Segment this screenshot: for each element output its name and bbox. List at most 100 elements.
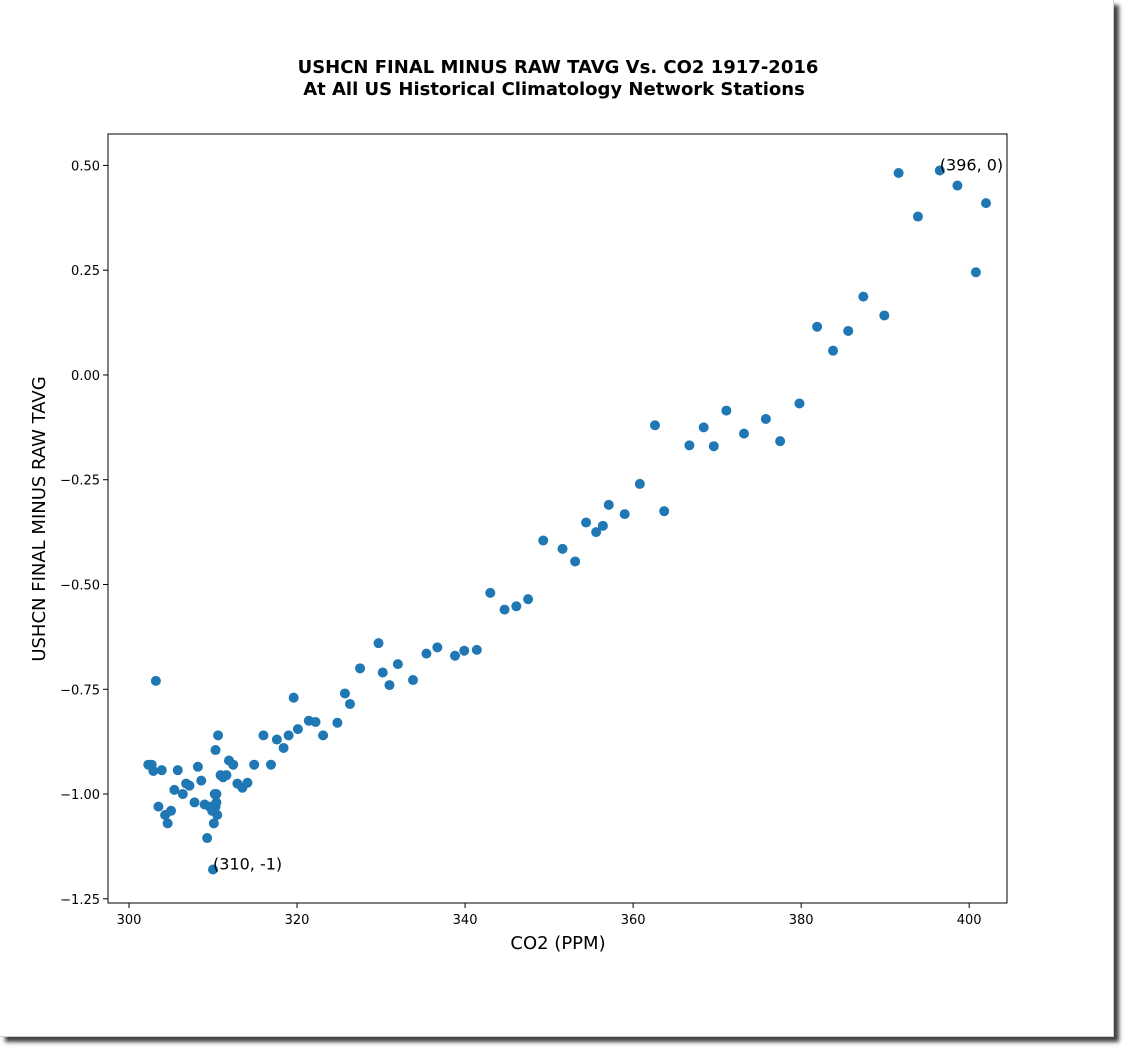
data-point: [485, 587, 496, 598]
data-point: [202, 833, 213, 844]
data-point: [649, 420, 660, 431]
data-point: [828, 345, 839, 356]
data-point: [557, 543, 568, 554]
data-point: [344, 698, 355, 709]
data-point: [288, 692, 299, 703]
data-point: [879, 310, 890, 321]
data-point: [384, 680, 395, 691]
data-point: [980, 198, 991, 209]
data-point: [523, 594, 534, 605]
data-point: [893, 167, 904, 178]
data-point: [162, 818, 173, 829]
data-point: [211, 789, 222, 800]
data-point: [271, 734, 282, 745]
data-point: [332, 717, 343, 728]
data-point: [775, 436, 786, 447]
chart-subtitle: At All US Historical Climatology Network…: [303, 79, 805, 100]
data-point: [570, 556, 581, 567]
data-point: [208, 864, 219, 875]
data-point: [619, 509, 630, 520]
data-point: [843, 325, 854, 336]
y-tick-label: −0.75: [60, 683, 100, 698]
data-point: [169, 784, 180, 795]
x-tick-label: 400: [957, 913, 982, 928]
data-point: [249, 759, 260, 770]
y-tick-label: 0.50: [71, 159, 100, 174]
data-point: [211, 797, 222, 808]
x-tick-label: 380: [789, 913, 814, 928]
data-point: [213, 730, 224, 741]
y-tick-label: 0.00: [71, 369, 100, 384]
data-point: [449, 650, 460, 661]
data-point: [310, 716, 321, 727]
annotation-label: (310, -1): [213, 854, 282, 873]
data-point: [172, 765, 183, 776]
annotations: (396, 0) (310, -1): [213, 155, 1003, 873]
data-point: [355, 663, 366, 674]
data-point: [684, 440, 695, 451]
data-point: [432, 642, 443, 653]
y-axis: 0.50 0.25 0.00 −0.25 −0.50 −0.75 −1.00 −1.25: [60, 159, 108, 908]
data-point: [318, 730, 329, 741]
data-point: [283, 730, 294, 741]
data-point: [858, 291, 869, 302]
data-point: [292, 724, 303, 735]
data-point: [970, 267, 981, 278]
data-point: [210, 745, 221, 756]
data-point: [212, 809, 223, 820]
data-point: [153, 801, 164, 812]
data-point: [698, 422, 709, 433]
data-point: [794, 398, 805, 409]
data-point: [739, 428, 750, 439]
figure-frame: USHCN FINAL MINUS RAW TAVG Vs. CO2 1917-…: [0, 0, 1114, 1037]
data-point: [708, 441, 719, 452]
data-point: [591, 527, 602, 538]
x-tick-label: 360: [621, 913, 646, 928]
data-point: [392, 659, 403, 670]
data-point: [952, 180, 963, 191]
data-points: [143, 165, 991, 875]
data-point: [760, 413, 771, 424]
x-axis-label: CO2 (PPM): [510, 933, 605, 954]
annotation-label: (396, 0): [940, 155, 1003, 174]
plot-area: [107, 133, 1008, 904]
chart-title: USHCN FINAL MINUS RAW TAVG Vs. CO2 1917-…: [298, 57, 819, 78]
data-point: [278, 742, 289, 753]
x-axis: 300 320 340 360 380 400: [117, 903, 982, 928]
data-point: [148, 765, 159, 776]
data-point: [258, 730, 269, 741]
x-tick-label: 340: [453, 913, 478, 928]
data-point: [150, 675, 161, 686]
data-point: [196, 775, 207, 786]
y-axis-label: USHCN FINAL MINUS RAW TAVG: [29, 376, 50, 661]
y-tick-label: −1.25: [60, 893, 100, 908]
data-point: [228, 759, 239, 770]
scatter-chart: USHCN FINAL MINUS RAW TAVG Vs. CO2 1917-…: [29, 57, 1008, 954]
data-point: [597, 520, 608, 531]
data-point: [192, 761, 203, 772]
data-point: [265, 759, 276, 770]
x-tick-label: 320: [285, 913, 310, 928]
data-point: [581, 517, 592, 528]
data-point: [912, 211, 923, 222]
data-point: [339, 688, 350, 699]
data-point: [721, 405, 732, 416]
data-point: [242, 777, 253, 788]
y-tick-label: −0.50: [60, 579, 100, 594]
data-point: [407, 675, 418, 686]
data-point: [471, 644, 482, 655]
y-tick-label: −1.00: [60, 788, 100, 803]
data-point: [459, 645, 470, 656]
data-point: [208, 818, 219, 829]
data-point: [421, 648, 432, 659]
data-point: [499, 604, 510, 615]
data-point: [812, 321, 823, 332]
data-point: [373, 638, 384, 649]
data-point: [177, 789, 188, 800]
data-point: [156, 765, 167, 776]
data-point: [184, 780, 195, 791]
data-point: [189, 797, 200, 808]
data-point: [221, 770, 232, 781]
data-point: [166, 805, 177, 816]
data-point: [634, 478, 645, 489]
